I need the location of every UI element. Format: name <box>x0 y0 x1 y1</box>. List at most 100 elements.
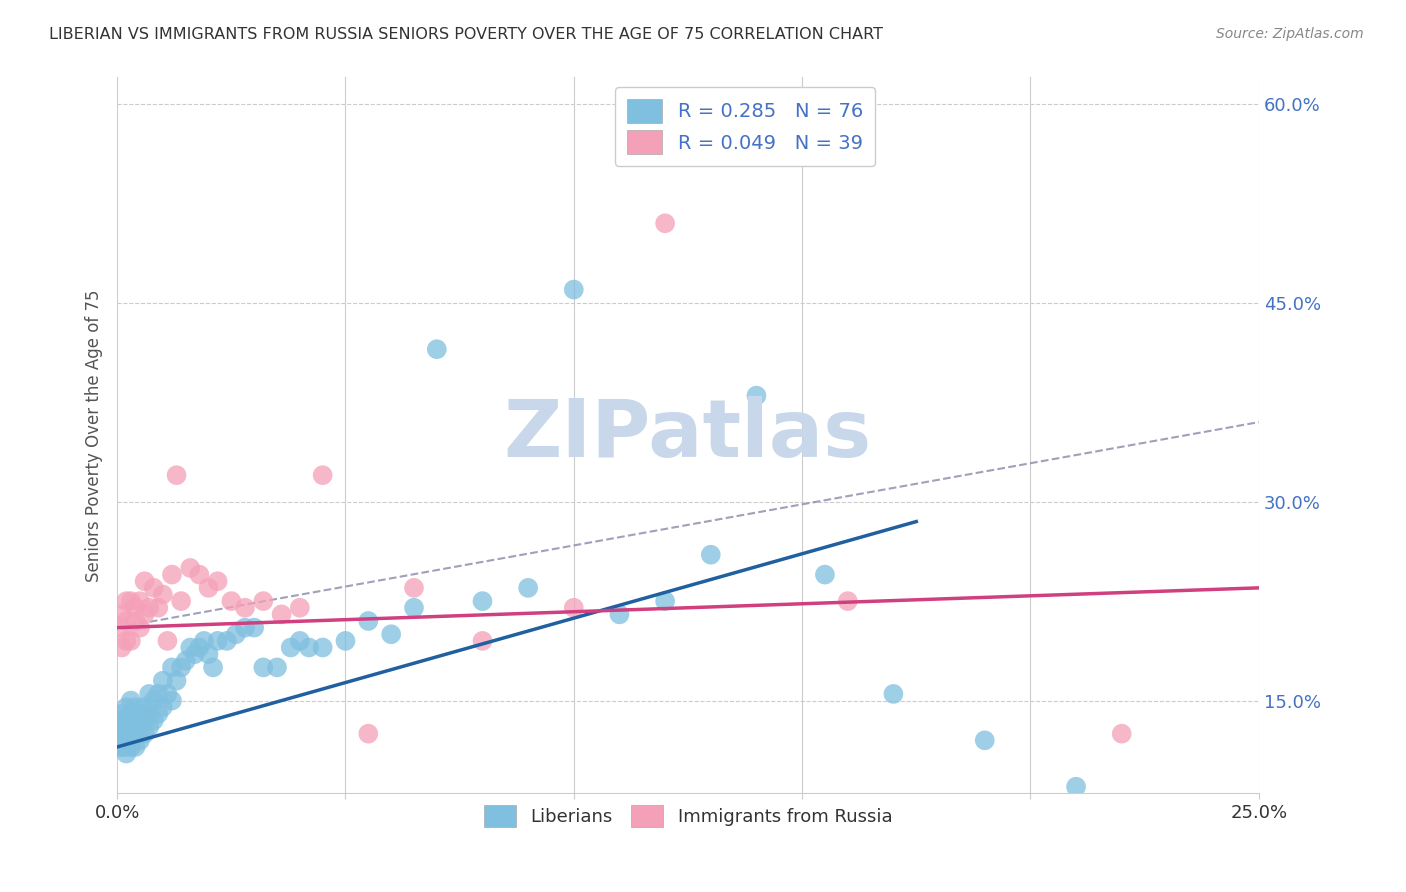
Point <box>115 633 138 648</box>
Point <box>188 567 211 582</box>
Point <box>156 687 179 701</box>
Legend: Liberians, Immigrants from Russia: Liberians, Immigrants from Russia <box>477 798 900 834</box>
Point <box>170 594 193 608</box>
Point <box>115 700 138 714</box>
Point <box>120 706 142 721</box>
Point <box>298 640 321 655</box>
Point <box>288 600 311 615</box>
Point <box>221 594 243 608</box>
Point <box>654 216 676 230</box>
Point <box>115 614 138 628</box>
Text: Source: ZipAtlas.com: Source: ZipAtlas.com <box>1216 27 1364 41</box>
Point <box>233 621 256 635</box>
Point <box>973 733 995 747</box>
Point <box>174 654 197 668</box>
Point <box>170 660 193 674</box>
Point <box>124 600 146 615</box>
Point <box>111 640 134 655</box>
Point <box>745 389 768 403</box>
Point <box>160 567 183 582</box>
Point <box>111 706 134 721</box>
Point <box>129 720 152 734</box>
Point <box>380 627 402 641</box>
Point <box>654 594 676 608</box>
Point <box>134 574 156 589</box>
Point <box>837 594 859 608</box>
Point <box>402 600 425 615</box>
Text: LIBERIAN VS IMMIGRANTS FROM RUSSIA SENIORS POVERTY OVER THE AGE OF 75 CORRELATIO: LIBERIAN VS IMMIGRANTS FROM RUSSIA SENIO… <box>49 27 883 42</box>
Text: ZIPatlas: ZIPatlas <box>503 396 872 475</box>
Point <box>134 727 156 741</box>
Point <box>138 687 160 701</box>
Point <box>202 660 225 674</box>
Point <box>134 700 156 714</box>
Point <box>1064 780 1087 794</box>
Point <box>188 640 211 655</box>
Point <box>426 343 449 357</box>
Point <box>120 594 142 608</box>
Point <box>142 581 165 595</box>
Point <box>120 693 142 707</box>
Point <box>1111 727 1133 741</box>
Point <box>311 640 333 655</box>
Point <box>471 594 494 608</box>
Point <box>166 673 188 688</box>
Point <box>156 633 179 648</box>
Point <box>335 633 357 648</box>
Point <box>193 633 215 648</box>
Point <box>152 587 174 601</box>
Point <box>562 600 585 615</box>
Point <box>179 561 201 575</box>
Point <box>111 727 134 741</box>
Point <box>152 673 174 688</box>
Point <box>311 468 333 483</box>
Point <box>120 739 142 754</box>
Point <box>179 640 201 655</box>
Y-axis label: Seniors Poverty Over the Age of 75: Seniors Poverty Over the Age of 75 <box>86 289 103 582</box>
Point <box>129 733 152 747</box>
Point <box>152 700 174 714</box>
Point <box>138 720 160 734</box>
Point <box>215 633 238 648</box>
Point <box>115 747 138 761</box>
Point <box>142 714 165 728</box>
Point <box>120 733 142 747</box>
Point <box>115 714 138 728</box>
Point <box>357 614 380 628</box>
Point <box>357 727 380 741</box>
Point <box>111 607 134 622</box>
Point <box>562 283 585 297</box>
Point <box>124 714 146 728</box>
Point <box>609 607 631 622</box>
Point <box>402 581 425 595</box>
Point <box>124 739 146 754</box>
Point <box>207 574 229 589</box>
Point <box>197 647 219 661</box>
Point <box>280 640 302 655</box>
Point <box>115 594 138 608</box>
Point <box>124 700 146 714</box>
Point <box>197 581 219 595</box>
Point <box>111 739 134 754</box>
Point <box>111 621 134 635</box>
Point <box>882 687 904 701</box>
Point <box>115 739 138 754</box>
Point <box>111 714 134 728</box>
Point <box>814 567 837 582</box>
Point <box>124 614 146 628</box>
Point <box>124 727 146 741</box>
Point <box>266 660 288 674</box>
Point <box>138 600 160 615</box>
Point <box>225 627 247 641</box>
Point <box>111 739 134 754</box>
Point <box>184 647 207 661</box>
Point <box>120 720 142 734</box>
Point <box>134 607 156 622</box>
Point <box>115 727 138 741</box>
Point <box>129 621 152 635</box>
Point <box>207 633 229 648</box>
Point <box>129 594 152 608</box>
Point <box>270 607 292 622</box>
Point <box>160 660 183 674</box>
Point <box>288 633 311 648</box>
